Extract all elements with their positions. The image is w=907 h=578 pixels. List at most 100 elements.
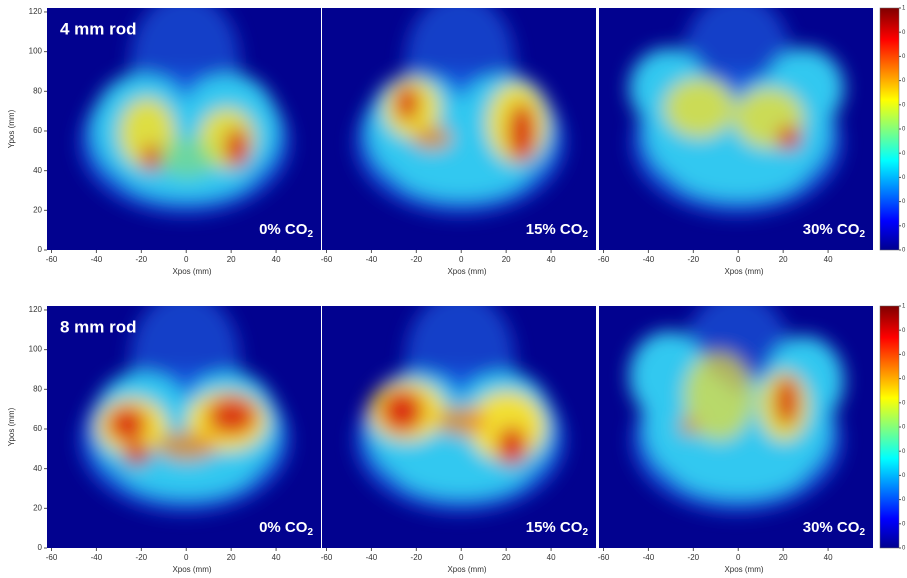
x-tick-label: -60 xyxy=(46,553,58,562)
x-tick-label: 20 xyxy=(227,553,236,562)
x-axis-label: Xpos (mm) xyxy=(447,565,486,574)
x-tick-label: 0 xyxy=(736,255,741,264)
y-axis-label: Ypos (mm) xyxy=(7,109,16,148)
x-tick-label: -20 xyxy=(688,553,700,562)
colorbar-label: 0 xyxy=(902,497,906,503)
x-tick-label: 40 xyxy=(824,255,833,264)
flame-blob xyxy=(684,351,754,441)
condition-subscript: 2 xyxy=(859,229,865,240)
x-tick-label: 0 xyxy=(459,255,464,264)
heatmap xyxy=(80,8,290,215)
condition-text: 30% CO xyxy=(803,221,860,238)
condition-subscript: 2 xyxy=(307,527,313,538)
flame xyxy=(355,8,565,215)
x-axis-label: Xpos (mm) xyxy=(172,267,211,276)
y-tick-label: 60 xyxy=(33,424,42,433)
flame-blob xyxy=(437,406,487,436)
flame xyxy=(629,8,844,215)
condition-label: 15% CO2 xyxy=(526,519,589,538)
colorbar-label: 0 xyxy=(902,102,906,108)
flame-blob xyxy=(207,396,257,436)
colorbar-label: 0 xyxy=(902,30,906,36)
flame-blob xyxy=(508,103,536,163)
flame-blob xyxy=(157,431,217,461)
flame-blob xyxy=(679,416,699,436)
y-tick-label: 20 xyxy=(33,205,42,214)
flame-blob xyxy=(142,144,162,172)
y-tick-label: 0 xyxy=(38,543,43,552)
x-tick-label: 20 xyxy=(502,255,511,264)
x-tick-label: 0 xyxy=(184,553,189,562)
row-label: 8 mm rod xyxy=(60,317,137,336)
flame-blob xyxy=(395,85,419,121)
colorbar-label: 0 xyxy=(902,376,906,382)
x-tick-label: 0 xyxy=(184,255,189,264)
x-axis-label: Xpos (mm) xyxy=(724,267,763,276)
x-tick-label: -40 xyxy=(91,255,103,264)
condition-label: 15% CO2 xyxy=(526,221,589,240)
x-tick-label: 40 xyxy=(824,553,833,562)
colorbar-label: 0 xyxy=(902,328,906,334)
heatmap xyxy=(629,306,844,513)
flame-blob xyxy=(380,389,424,433)
x-tick-label: 0 xyxy=(736,553,741,562)
x-tick-label: -60 xyxy=(321,255,333,264)
flame xyxy=(629,306,844,513)
heatmap xyxy=(629,8,844,215)
y-tick-label: 40 xyxy=(33,166,42,175)
x-tick-label: 40 xyxy=(547,255,556,264)
flame-blob xyxy=(157,138,217,178)
condition-label: 30% CO2 xyxy=(803,221,866,240)
y-tick-label: 120 xyxy=(29,7,43,16)
x-tick-label: 40 xyxy=(272,255,281,264)
colorbar-label: 0 xyxy=(902,78,906,84)
condition-text: 15% CO xyxy=(526,221,583,238)
x-tick-label: -60 xyxy=(321,553,333,562)
x-tick-label: 20 xyxy=(227,255,236,264)
condition-text: 0% CO xyxy=(259,221,308,238)
condition-text: 15% CO xyxy=(526,519,583,536)
x-axis-label: Xpos (mm) xyxy=(447,267,486,276)
y-tick-label: 100 xyxy=(29,345,43,354)
flame-blob xyxy=(107,406,147,442)
condition-label: 0% CO2 xyxy=(259,221,313,240)
x-tick-label: -20 xyxy=(136,553,148,562)
condition-label: 30% CO2 xyxy=(803,519,866,538)
x-tick-label: -40 xyxy=(366,255,378,264)
x-tick-label: 20 xyxy=(779,255,788,264)
flame-blob xyxy=(664,78,734,138)
condition-subscript: 2 xyxy=(307,229,313,240)
colorbar-label: 0 xyxy=(902,352,906,358)
colorbar-label: 0 xyxy=(902,127,906,133)
colorbar-label: 0 xyxy=(902,54,906,60)
x-tick-label: -20 xyxy=(136,255,148,264)
x-tick-label: -20 xyxy=(411,553,423,562)
condition-label: 0% CO2 xyxy=(259,519,313,538)
condition-subscript: 2 xyxy=(859,527,865,538)
flame-blob xyxy=(412,126,452,150)
colorbar-label: 0 xyxy=(902,400,906,406)
heatmap xyxy=(355,8,565,215)
colorbar xyxy=(879,305,900,549)
y-tick-label: 60 xyxy=(33,126,42,135)
x-tick-label: 20 xyxy=(779,553,788,562)
y-tick-label: 80 xyxy=(33,384,42,393)
colorbar-label: 0 xyxy=(902,175,906,181)
x-tick-label: -60 xyxy=(598,553,610,562)
colorbar-label: 0 xyxy=(902,223,906,229)
colorbar-label: 0 xyxy=(902,151,906,157)
x-tick-label: 0 xyxy=(459,553,464,562)
y-axis-label: Ypos (mm) xyxy=(7,407,16,446)
colorbar xyxy=(879,7,900,251)
flame xyxy=(355,306,565,513)
row-label: 4 mm rod xyxy=(60,19,137,38)
condition-subscript: 2 xyxy=(582,527,588,538)
x-tick-label: 20 xyxy=(502,553,511,562)
x-tick-label: -40 xyxy=(643,255,655,264)
y-tick-label: 40 xyxy=(33,464,42,473)
flame-blob xyxy=(775,376,799,426)
condition-subscript: 2 xyxy=(582,229,588,240)
flame-blob xyxy=(497,426,527,466)
y-tick-label: 80 xyxy=(33,86,42,95)
x-tick-label: -40 xyxy=(643,553,655,562)
